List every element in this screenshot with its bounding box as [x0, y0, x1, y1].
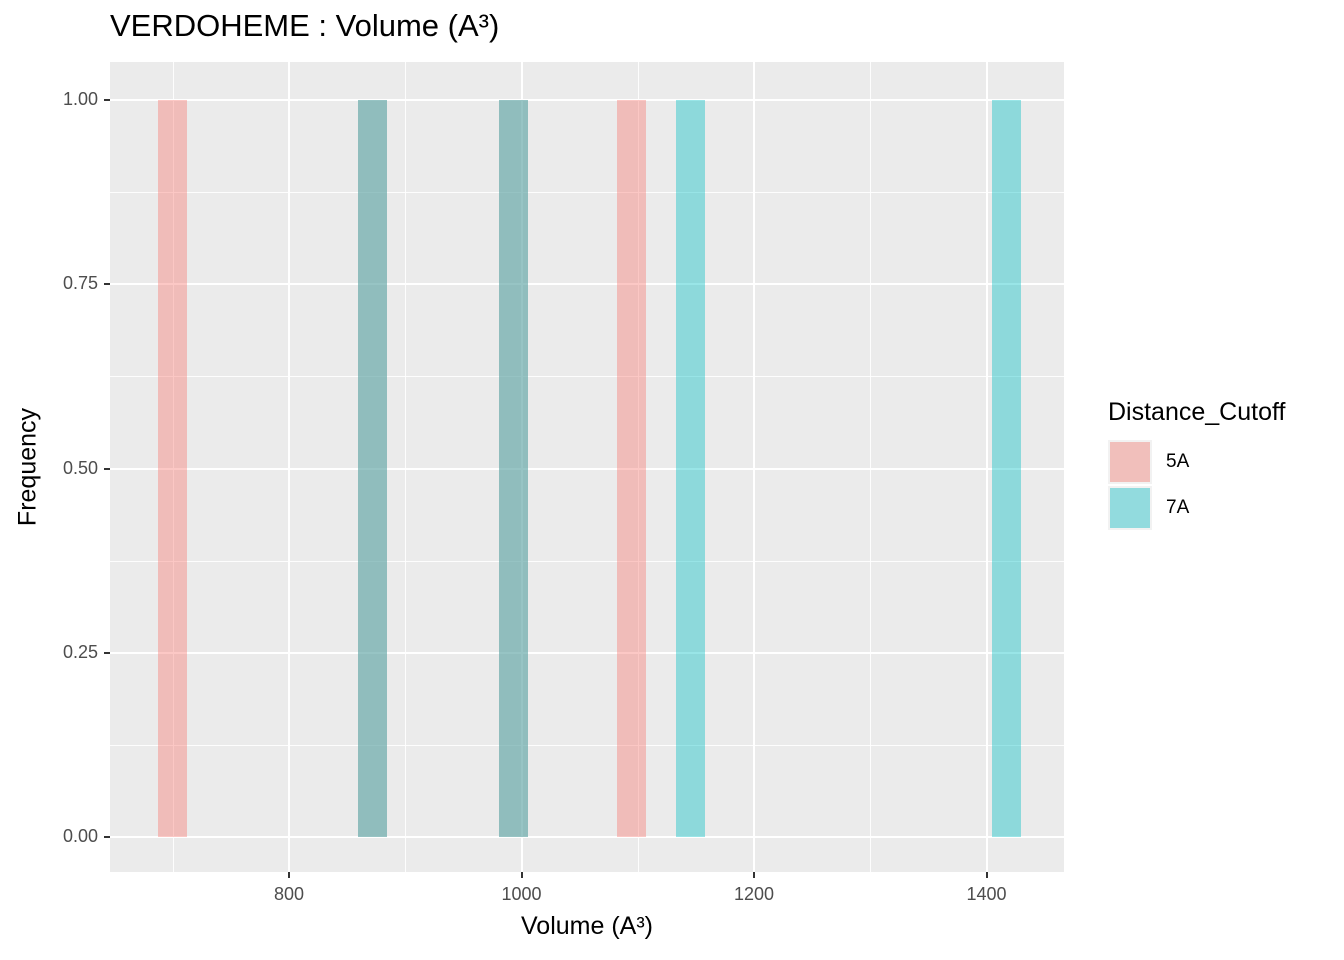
histogram-bar-7a [675, 100, 705, 837]
gridline-minor-y [110, 376, 1064, 378]
gridline-minor-x [637, 62, 639, 872]
x-tick [753, 872, 755, 878]
histogram-bar-5a [358, 100, 388, 837]
histogram-bar-5a [158, 100, 188, 837]
gridline-major-y [110, 651, 1064, 654]
chart-title: VERDOHEME : Volume (A³) [110, 8, 500, 43]
gridline-major-x [288, 62, 290, 872]
x-tick-label: 1000 [501, 884, 542, 904]
legend: Distance_Cutoff 5A 7A [1108, 398, 1285, 531]
y-tick-label: 0.00 [62, 826, 98, 846]
gridline-major-y [110, 836, 1064, 838]
legend-swatch-5a [1110, 442, 1150, 482]
histogram-bar-5a [498, 100, 528, 837]
x-tick [520, 872, 523, 878]
gridline-major-x [520, 62, 523, 872]
x-tick-label: 800 [273, 884, 305, 904]
legend-key [1108, 486, 1152, 530]
gridline-major-y [110, 283, 1064, 286]
legend-key [1108, 440, 1152, 484]
histogram-bar-7a [498, 100, 528, 837]
y-tick-label: 1.00 [62, 89, 98, 109]
y-tick-label: 0.50 [62, 457, 98, 478]
gridline-major-x [753, 62, 755, 872]
y-tick [104, 283, 110, 286]
gridline-minor-y [110, 192, 1064, 194]
y-tick [104, 651, 110, 654]
y-axis-label: Frequency [13, 407, 42, 527]
y-tick [104, 99, 110, 101]
y-tick-label: 0.75 [62, 273, 98, 294]
legend-label: 7A [1166, 497, 1190, 518]
legend-label: 5A [1166, 451, 1190, 472]
y-tick [104, 467, 110, 470]
x-axis-label: Volume (A³) [521, 912, 653, 940]
y-tick-label: 0.25 [62, 641, 98, 662]
legend-title: Distance_Cutoff [1108, 398, 1286, 426]
legend-swatch-7a [1110, 488, 1150, 528]
x-tick-label: 1200 [733, 884, 775, 904]
gridline-major-y [110, 467, 1064, 470]
x-tick [985, 872, 988, 878]
gridline-minor-x [172, 62, 174, 872]
gridline-minor-x [405, 62, 407, 872]
gridline-major-x [985, 62, 988, 872]
gridline-minor-x [870, 62, 872, 872]
plot-panel [110, 62, 1064, 872]
histogram-bar-5a [617, 100, 647, 837]
y-tick [104, 836, 110, 838]
gridline-major-y [110, 99, 1064, 101]
x-tick [288, 872, 290, 878]
histogram-bar-7a [358, 100, 388, 837]
histogram-bar-7a [991, 100, 1021, 837]
legend-item-7a: 7A [1108, 485, 1285, 531]
gridline-minor-y [110, 744, 1064, 746]
legend-item-5a: 5A [1108, 439, 1285, 485]
x-tick-label: 1400 [966, 884, 1007, 904]
gridline-minor-y [110, 560, 1064, 562]
